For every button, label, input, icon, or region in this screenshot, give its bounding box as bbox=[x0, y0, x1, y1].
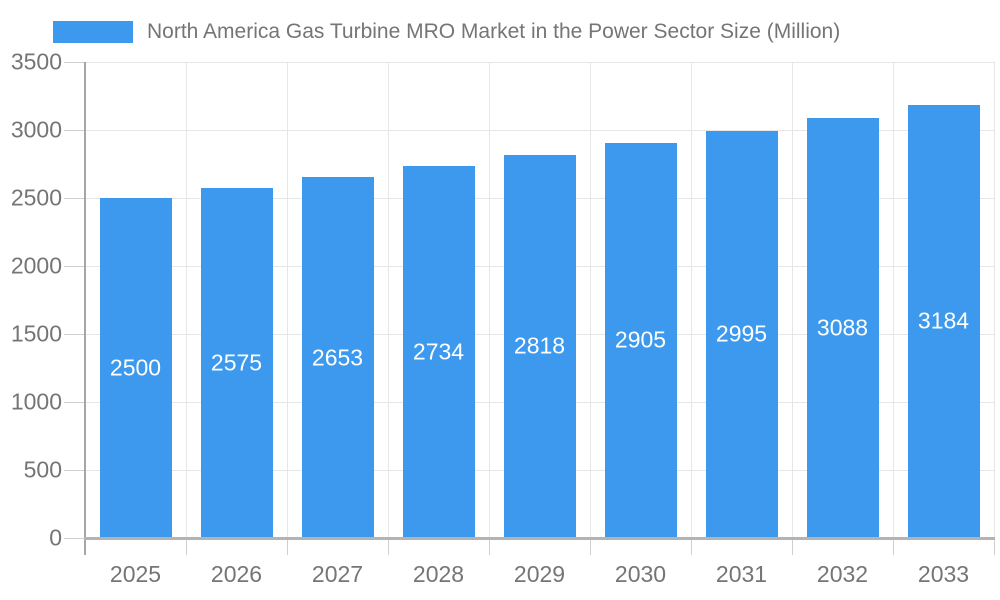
bar-value-label: 2734 bbox=[412, 338, 465, 365]
bar-value-label: 3088 bbox=[816, 314, 869, 341]
y-tick bbox=[64, 333, 85, 335]
y-axis-label: 0 bbox=[49, 524, 62, 551]
x-axis-label: 2027 bbox=[311, 561, 364, 587]
y-axis-label: 3500 bbox=[10, 48, 62, 75]
bar-value-label: 3184 bbox=[917, 307, 970, 334]
bar-value-label: 2818 bbox=[513, 332, 566, 359]
y-axis-label: 3000 bbox=[10, 116, 62, 143]
y-axis-label: 500 bbox=[23, 456, 62, 483]
x-tick bbox=[185, 540, 187, 555]
y-tick bbox=[64, 537, 85, 539]
x-tick bbox=[993, 540, 995, 555]
bar-value-label: 2575 bbox=[210, 349, 263, 376]
bar[interactable]: 2905 bbox=[604, 142, 677, 538]
y-axis-line bbox=[84, 62, 86, 555]
y-axis-label: 1500 bbox=[10, 320, 62, 347]
x-tick bbox=[387, 540, 389, 555]
x-axis-label: 2031 bbox=[715, 561, 768, 587]
y-axis-label: 1000 bbox=[10, 388, 62, 415]
bar[interactable]: 2575 bbox=[200, 187, 273, 538]
x-tick bbox=[589, 540, 591, 555]
bar[interactable]: 2653 bbox=[301, 177, 374, 538]
x-gridline bbox=[892, 62, 894, 538]
bar[interactable]: 3088 bbox=[806, 118, 879, 538]
bar[interactable]: 3184 bbox=[907, 104, 980, 538]
y-tick bbox=[64, 197, 85, 199]
x-axis-label: 2030 bbox=[614, 561, 667, 587]
x-axis-label: 2025 bbox=[109, 561, 162, 587]
x-tick bbox=[791, 540, 793, 555]
bar-value-label: 2500 bbox=[109, 354, 162, 381]
x-gridline bbox=[589, 62, 591, 538]
bar[interactable]: 2818 bbox=[503, 154, 576, 538]
x-tick bbox=[488, 540, 490, 555]
x-axis-label: 2029 bbox=[513, 561, 566, 587]
x-gridline bbox=[387, 62, 389, 538]
x-axis-label: 2028 bbox=[412, 561, 465, 587]
x-axis-label: 2032 bbox=[816, 561, 869, 587]
legend-item[interactable]: North America Gas Turbine MRO Market in … bbox=[53, 21, 840, 43]
bar[interactable]: 2995 bbox=[705, 130, 778, 538]
bar[interactable]: 2734 bbox=[402, 166, 475, 538]
y-gridline bbox=[85, 61, 994, 63]
x-gridline bbox=[488, 62, 490, 538]
y-tick bbox=[64, 265, 85, 267]
y-axis-label: 2000 bbox=[10, 252, 62, 279]
y-gridline bbox=[85, 129, 994, 131]
y-tick bbox=[64, 469, 85, 471]
y-tick bbox=[64, 129, 85, 131]
bar-value-label: 2653 bbox=[311, 344, 364, 371]
legend-swatch bbox=[53, 21, 133, 43]
bar-value-label: 2905 bbox=[614, 326, 667, 353]
x-tick bbox=[286, 540, 288, 555]
x-gridline bbox=[690, 62, 692, 538]
x-tick bbox=[690, 540, 692, 555]
x-gridline bbox=[791, 62, 793, 538]
y-axis-label: 2500 bbox=[10, 184, 62, 211]
x-gridline bbox=[185, 62, 187, 538]
y-tick bbox=[64, 401, 85, 403]
x-gridline bbox=[286, 62, 288, 538]
bar-value-label: 2995 bbox=[715, 320, 768, 347]
x-axis-baseline bbox=[84, 537, 995, 540]
bar[interactable]: 2500 bbox=[99, 198, 172, 538]
x-axis-label: 2033 bbox=[917, 561, 970, 587]
legend-label: North America Gas Turbine MRO Market in … bbox=[147, 20, 841, 43]
x-axis-label: 2026 bbox=[210, 561, 263, 587]
x-tick bbox=[892, 540, 894, 555]
x-gridline bbox=[993, 62, 995, 538]
y-tick bbox=[64, 61, 85, 63]
